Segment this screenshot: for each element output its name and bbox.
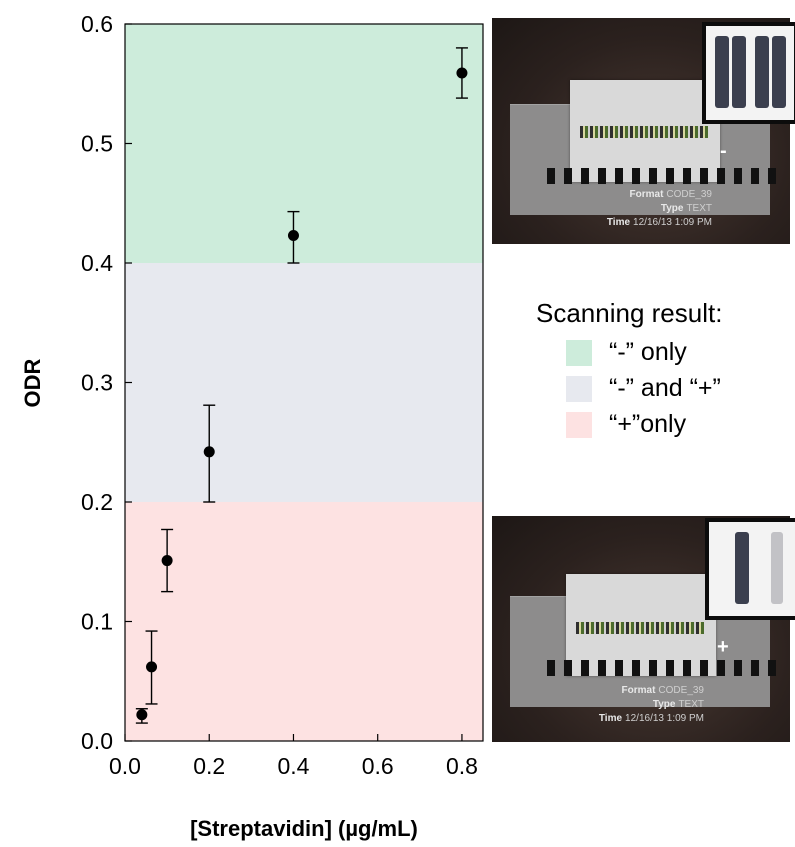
- time-label: Time: [598, 713, 623, 724]
- x-tick-label: 0.4: [277, 753, 309, 779]
- data-point: [287, 230, 299, 242]
- data-points: [135, 47, 468, 724]
- test-strip: [715, 36, 729, 108]
- test-strip: [772, 36, 786, 108]
- scan-result-mark: -: [720, 140, 727, 162]
- scan-info: Format CODE_39 Type TEXT Time 12/16/13 1:09…: [599, 684, 704, 726]
- scanning-result-regions: [125, 24, 483, 741]
- data-point: [136, 709, 148, 721]
- test-strip: [732, 36, 746, 108]
- scan-result-mark: +: [717, 636, 729, 658]
- type-value: TEXT: [678, 699, 704, 710]
- legend-label: “+”only: [609, 410, 687, 438]
- time-value: 12/16/13 1:09 PM: [625, 713, 704, 724]
- legend-swatch-gray: [566, 376, 592, 402]
- region-band: [125, 263, 483, 502]
- scan-info: Format CODE_39 Type TEXT Time 12/16/13 1:09…: [607, 188, 712, 230]
- legend-label: “-” only: [609, 338, 687, 366]
- strip-inset-negative: [702, 22, 795, 124]
- format-label: Format: [621, 685, 656, 696]
- x-tick-label: 0.0: [109, 753, 141, 779]
- legend-title: Scanning result:: [536, 298, 723, 328]
- y-tick-label: 0.4: [81, 250, 113, 276]
- data-point: [146, 661, 158, 673]
- barcode-stripes: [576, 622, 704, 634]
- time-value: 12/16/13 1:09 PM: [633, 217, 712, 228]
- test-strip: [771, 532, 783, 604]
- legend-label: “-” and “+”: [609, 374, 721, 402]
- type-label: Type: [652, 699, 676, 710]
- board-holes: [547, 660, 776, 676]
- strip-inset-positive: [705, 518, 795, 620]
- region-band: [125, 24, 483, 263]
- data-point: [161, 555, 173, 567]
- test-strip: [755, 36, 769, 108]
- region-band: [125, 502, 483, 741]
- time-label: Time: [606, 217, 631, 228]
- barcode-stripes: [580, 126, 708, 138]
- y-tick-label: 0.2: [81, 489, 113, 515]
- format-value: CODE_39: [658, 685, 704, 696]
- format-label: Format: [629, 189, 664, 200]
- type-value: TEXT: [686, 203, 712, 214]
- legend-swatch-pink: [566, 412, 592, 438]
- x-tick-label: 0.2: [193, 753, 225, 779]
- y-tick-label: 0.0: [81, 728, 113, 754]
- test-strip: [735, 532, 749, 604]
- data-point: [456, 67, 468, 79]
- y-tick-label: 0.1: [81, 609, 113, 635]
- legend-swatch-green: [566, 340, 592, 366]
- y-tick-label: 0.6: [81, 11, 113, 37]
- y-tick-label: 0.5: [81, 131, 113, 157]
- y-tick-label: 0.3: [81, 370, 113, 396]
- y-axis-title: ODR: [20, 358, 45, 407]
- x-axis-title: [Streptavidin] (µg/mL): [190, 816, 418, 841]
- x-tick-label: 0.6: [362, 753, 394, 779]
- axis-ticks: 0.0 0.1 0.2 0.3 0.4 0.5 0.6 0.0 0.2 0.4 0.6 0.8: [81, 11, 478, 779]
- plot-frame: [124, 23, 484, 742]
- type-label: Type: [660, 203, 684, 214]
- board-holes: [547, 168, 776, 184]
- data-point: [203, 446, 215, 458]
- format-value: CODE_39: [666, 189, 712, 200]
- x-tick-label: 0.8: [446, 753, 478, 779]
